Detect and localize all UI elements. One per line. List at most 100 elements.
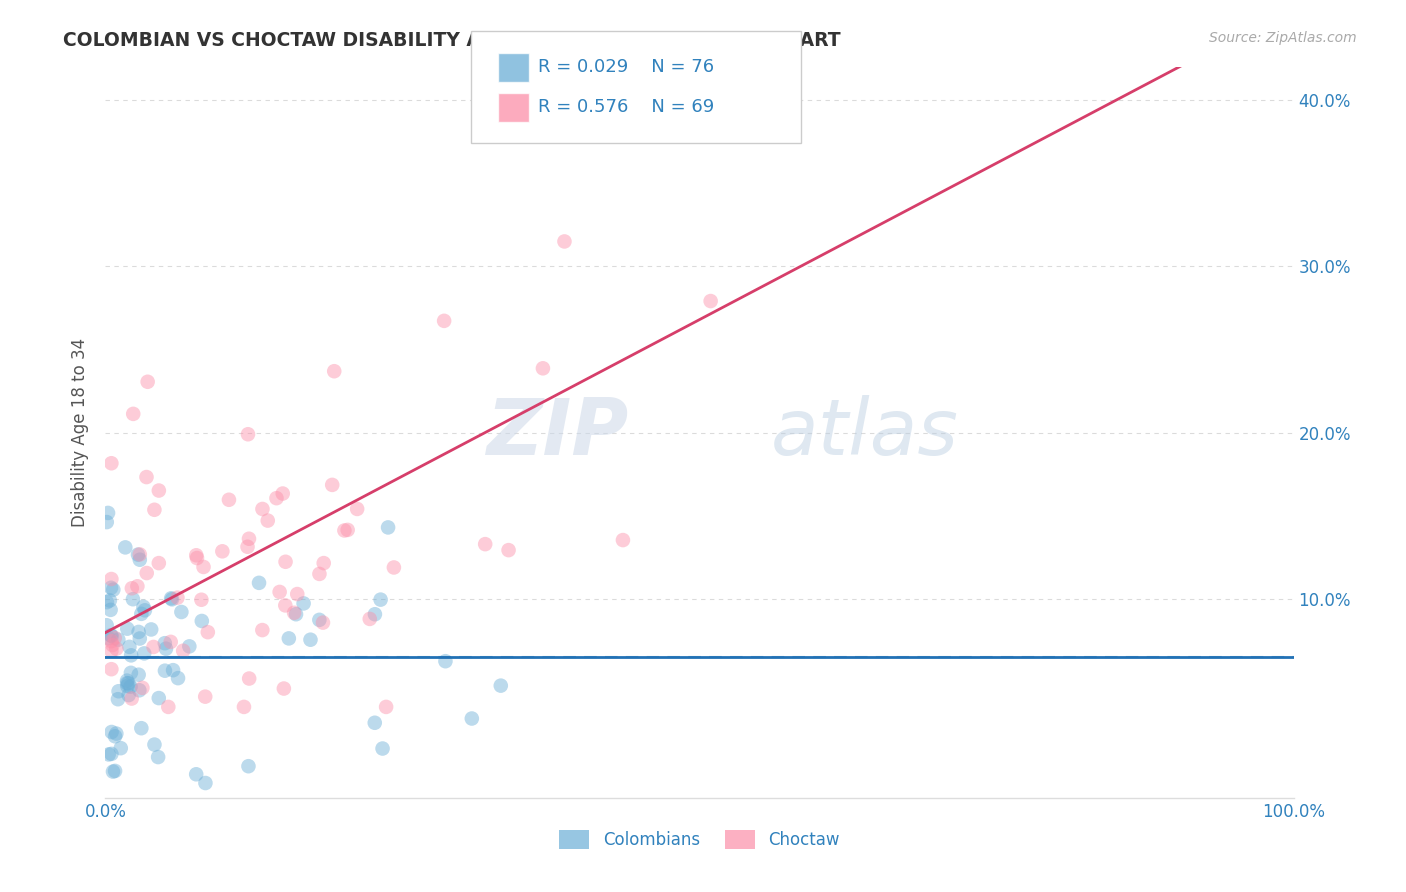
Point [131, 607, 153, 621]
Point [170, 605, 193, 619]
Point [186, 551, 208, 566]
Text: R = 0.029    N = 76: R = 0.029 N = 76 [538, 58, 714, 76]
Point [166, 591, 188, 605]
Point [132, 599, 155, 614]
Text: R = 0.576    N = 69: R = 0.576 N = 69 [538, 98, 714, 116]
Point [96, 595, 118, 609]
Point [115, 673, 138, 688]
Point [647, 93, 669, 107]
Point [141, 623, 163, 637]
Point [100, 644, 122, 658]
Point [101, 764, 124, 779]
Point [134, 647, 156, 661]
Point [128, 667, 150, 681]
Point [121, 691, 143, 706]
Point [364, 715, 387, 730]
Point [100, 572, 122, 586]
Point [107, 692, 129, 706]
Point [699, 294, 721, 309]
Point [179, 640, 201, 654]
Point [308, 613, 330, 627]
Point [117, 688, 139, 702]
Point [346, 502, 368, 516]
Point [100, 725, 122, 739]
Point [274, 555, 297, 569]
Point [252, 502, 274, 516]
Point [238, 759, 260, 773]
Point [612, 533, 634, 547]
Point [100, 634, 122, 648]
Y-axis label: Disability Age 18 to 34: Disability Age 18 to 34 [72, 338, 90, 527]
Point [359, 612, 381, 626]
Point [377, 520, 399, 534]
Point [120, 648, 142, 663]
Point [160, 592, 183, 607]
Point [107, 684, 129, 698]
Point [134, 603, 156, 617]
Point [461, 712, 484, 726]
Point [238, 532, 260, 546]
Point [233, 699, 256, 714]
Point [148, 556, 170, 570]
Point [143, 738, 166, 752]
Point [531, 361, 554, 376]
Point [658, 110, 681, 124]
Point [100, 747, 122, 761]
Point [153, 636, 176, 650]
Point [433, 314, 456, 328]
Point [157, 699, 180, 714]
Point [96, 515, 118, 529]
Point [333, 524, 356, 538]
Point [120, 680, 142, 694]
Point [273, 681, 295, 696]
Point [312, 556, 335, 570]
Point [553, 235, 575, 249]
Point [117, 679, 139, 693]
Point [247, 575, 270, 590]
Point [197, 625, 219, 640]
Point [127, 548, 149, 562]
Point [122, 407, 145, 421]
Point [103, 582, 125, 597]
Text: ZIP: ZIP [486, 394, 628, 471]
Point [160, 591, 183, 606]
Point [236, 540, 259, 554]
Point [364, 607, 387, 622]
Point [135, 566, 157, 580]
Point [162, 663, 184, 677]
Point [136, 375, 159, 389]
Point [114, 541, 136, 555]
Point [115, 676, 138, 690]
Point [122, 592, 145, 607]
Point [211, 544, 233, 558]
Point [274, 599, 297, 613]
Point [167, 671, 190, 685]
Point [489, 679, 512, 693]
Point [252, 623, 274, 637]
Point [474, 537, 496, 551]
Point [97, 506, 120, 520]
Point [191, 614, 214, 628]
Text: COLOMBIAN VS CHOCTAW DISABILITY AGE 18 TO 34 CORRELATION CHART: COLOMBIAN VS CHOCTAW DISABILITY AGE 18 T… [63, 31, 841, 50]
Point [100, 628, 122, 642]
Point [131, 721, 153, 735]
Point [96, 618, 118, 632]
Point [375, 699, 398, 714]
Point [117, 622, 139, 636]
Point [110, 741, 132, 756]
Point [382, 560, 405, 574]
Point [271, 486, 294, 500]
Point [155, 641, 177, 656]
Point [128, 683, 150, 698]
Point [104, 764, 127, 778]
Point [283, 606, 305, 620]
Point [285, 607, 308, 622]
Point [218, 492, 240, 507]
Point [370, 592, 392, 607]
Point [128, 632, 150, 646]
Point [105, 726, 128, 740]
Point [127, 579, 149, 593]
Point [194, 690, 217, 704]
Point [104, 631, 127, 645]
Point [135, 470, 157, 484]
